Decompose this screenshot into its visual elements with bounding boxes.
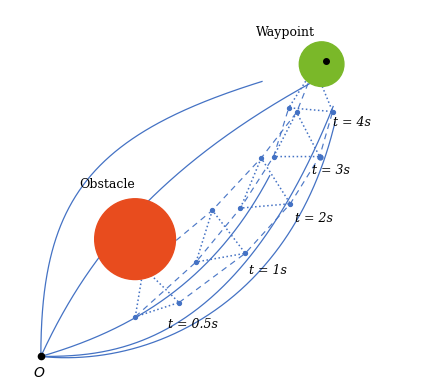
Text: Obstacle: Obstacle xyxy=(79,178,135,191)
Text: $O$: $O$ xyxy=(33,366,45,380)
Circle shape xyxy=(95,199,176,279)
Text: t = 0.5s: t = 0.5s xyxy=(168,318,218,331)
Text: t = 4s: t = 4s xyxy=(333,116,371,129)
Text: t = 1s: t = 1s xyxy=(248,264,287,277)
Text: t = 3s: t = 3s xyxy=(312,164,350,177)
Text: Waypoint: Waypoint xyxy=(256,26,315,39)
Circle shape xyxy=(299,42,344,86)
Text: t = 2s: t = 2s xyxy=(295,212,332,225)
